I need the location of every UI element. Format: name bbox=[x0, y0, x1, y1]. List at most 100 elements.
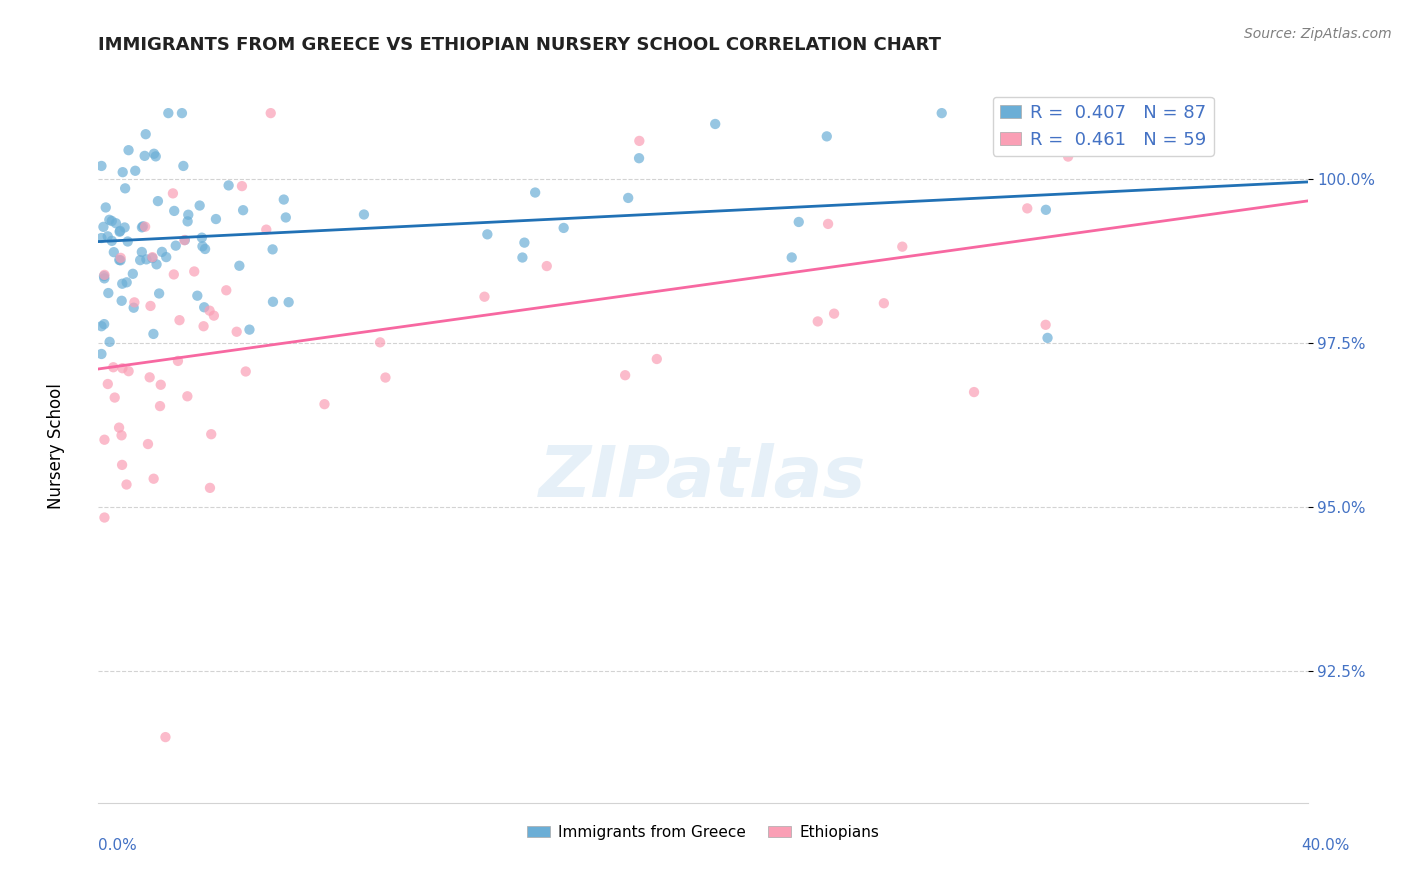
Point bbox=[254, 222, 277, 236]
Point bbox=[129, 253, 152, 268]
Point bbox=[1008, 133, 1031, 147]
Point bbox=[93, 510, 115, 524]
Point bbox=[135, 127, 157, 141]
Point bbox=[931, 106, 953, 120]
Point bbox=[131, 220, 153, 235]
Point bbox=[108, 224, 131, 238]
Point bbox=[132, 219, 155, 234]
Point bbox=[165, 238, 187, 252]
Point bbox=[117, 143, 139, 157]
Point bbox=[145, 257, 167, 271]
Point bbox=[176, 214, 198, 228]
Point bbox=[198, 481, 221, 495]
Point bbox=[97, 286, 120, 301]
Point bbox=[167, 354, 190, 368]
Point bbox=[97, 377, 120, 392]
Point bbox=[169, 313, 191, 327]
Point bbox=[191, 239, 214, 253]
Point bbox=[149, 399, 172, 413]
Point bbox=[186, 289, 208, 303]
Point bbox=[115, 276, 138, 290]
Point bbox=[628, 151, 651, 165]
Point bbox=[138, 370, 160, 384]
Point bbox=[512, 251, 534, 265]
Point bbox=[191, 230, 214, 244]
Point bbox=[117, 364, 139, 378]
Point bbox=[141, 251, 163, 265]
Point bbox=[104, 216, 127, 230]
Point bbox=[90, 231, 112, 245]
Point bbox=[111, 458, 134, 472]
Point bbox=[176, 389, 198, 403]
Point bbox=[1035, 202, 1057, 217]
Point bbox=[614, 368, 637, 383]
Point bbox=[157, 106, 180, 120]
Point bbox=[232, 203, 254, 218]
Point bbox=[873, 296, 896, 310]
Point bbox=[617, 191, 640, 205]
Point bbox=[817, 217, 839, 231]
Point bbox=[98, 212, 121, 227]
Point bbox=[124, 163, 146, 178]
Point bbox=[277, 295, 299, 310]
Point bbox=[93, 269, 115, 284]
Point bbox=[1057, 150, 1080, 164]
Point bbox=[111, 165, 134, 179]
Point bbox=[215, 283, 238, 297]
Point bbox=[139, 299, 162, 313]
Point bbox=[111, 293, 134, 308]
Point bbox=[97, 229, 120, 244]
Point bbox=[134, 149, 156, 163]
Text: Source: ZipAtlas.com: Source: ZipAtlas.com bbox=[1244, 27, 1392, 41]
Point bbox=[155, 730, 177, 744]
Point bbox=[262, 243, 284, 257]
Point bbox=[172, 159, 194, 173]
Text: 0.0%: 0.0% bbox=[98, 838, 138, 854]
Point bbox=[260, 106, 283, 120]
Point bbox=[645, 351, 668, 366]
Point bbox=[353, 207, 375, 221]
Point bbox=[891, 240, 914, 254]
Point bbox=[117, 235, 139, 249]
Point bbox=[177, 208, 200, 222]
Point bbox=[110, 251, 132, 265]
Point bbox=[149, 377, 172, 392]
Point bbox=[148, 286, 170, 301]
Point bbox=[274, 211, 297, 225]
Point bbox=[114, 181, 136, 195]
Point bbox=[193, 300, 215, 314]
Point bbox=[90, 319, 112, 334]
Point bbox=[98, 334, 121, 349]
Point bbox=[314, 397, 336, 411]
Point bbox=[628, 134, 651, 148]
Point bbox=[163, 268, 186, 282]
Point bbox=[524, 186, 547, 200]
Point bbox=[205, 212, 228, 227]
Point bbox=[1017, 202, 1039, 216]
Point bbox=[134, 219, 156, 234]
Point bbox=[173, 233, 195, 247]
Point bbox=[135, 252, 157, 267]
Point bbox=[122, 301, 145, 315]
Point bbox=[103, 245, 125, 260]
Point bbox=[121, 267, 143, 281]
Point bbox=[780, 251, 803, 265]
Point bbox=[110, 253, 132, 268]
Point bbox=[374, 370, 396, 384]
Point bbox=[553, 221, 575, 235]
Point bbox=[787, 215, 810, 229]
Point bbox=[963, 385, 986, 400]
Point bbox=[513, 235, 536, 250]
Text: 40.0%: 40.0% bbox=[1302, 838, 1350, 854]
Point bbox=[111, 361, 134, 376]
Point bbox=[131, 245, 153, 260]
Point bbox=[1035, 318, 1057, 332]
Point bbox=[815, 129, 838, 144]
Point bbox=[198, 303, 221, 318]
Point bbox=[202, 309, 225, 323]
Point bbox=[536, 259, 558, 273]
Point bbox=[150, 244, 173, 259]
Point bbox=[194, 242, 217, 256]
Point bbox=[807, 314, 830, 328]
Point bbox=[474, 290, 496, 304]
